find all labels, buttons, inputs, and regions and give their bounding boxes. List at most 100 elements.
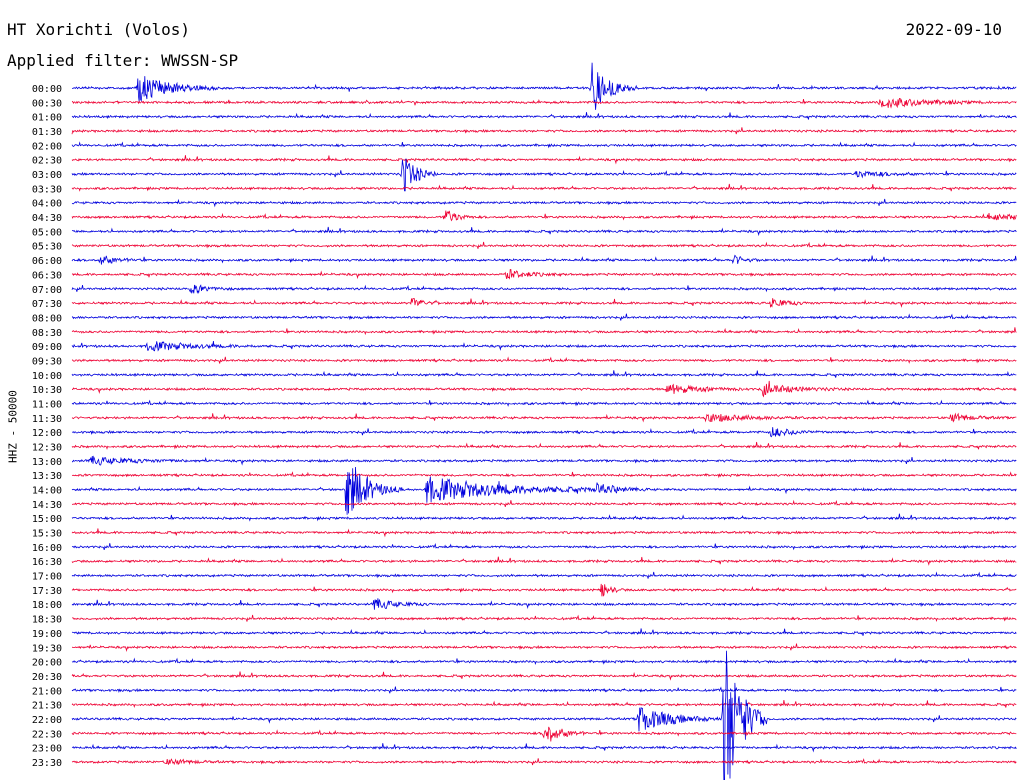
row-label-0630: 06:30 xyxy=(32,270,62,281)
row-label-0900: 09:00 xyxy=(32,342,62,353)
record-date: 2022-09-10 xyxy=(905,20,1002,39)
trace-1900 xyxy=(71,628,1017,636)
trace-0000 xyxy=(71,62,1017,110)
row-label-1300: 13:00 xyxy=(32,457,62,468)
trace-2000 xyxy=(71,657,1017,665)
row-label-0830: 08:30 xyxy=(32,328,62,339)
row-label-1930: 19:30 xyxy=(32,643,62,654)
trace-0530 xyxy=(71,241,1017,249)
trace-0700 xyxy=(71,284,1017,294)
row-label-2230: 22:30 xyxy=(32,729,62,740)
row-label-0300: 03:00 xyxy=(32,170,62,181)
trace-1800 xyxy=(71,598,1017,610)
row-label-0800: 08:00 xyxy=(32,313,62,324)
row-label-0000: 00:00 xyxy=(32,84,62,95)
trace-1030 xyxy=(71,380,1017,398)
row-label-1600: 16:00 xyxy=(32,543,62,554)
row-label-0230: 02:30 xyxy=(32,156,62,167)
trace-2330 xyxy=(71,758,1017,766)
trace-2230 xyxy=(71,726,1017,742)
row-label-1400: 14:00 xyxy=(32,486,62,497)
row-label-1830: 18:30 xyxy=(32,615,62,626)
trace-0900 xyxy=(71,341,1017,352)
row-label-1530: 15:30 xyxy=(32,529,62,540)
trace-1930 xyxy=(71,643,1017,653)
trace-0930 xyxy=(71,356,1017,364)
trace-1330 xyxy=(71,471,1017,479)
trace-1130 xyxy=(71,412,1017,423)
trace-2100 xyxy=(71,686,1017,694)
trace-1400 xyxy=(71,466,1017,515)
trace-1100 xyxy=(71,399,1017,407)
row-label-0730: 07:30 xyxy=(32,299,62,310)
row-label-1000: 10:00 xyxy=(32,371,62,382)
row-label-1330: 13:30 xyxy=(32,471,62,482)
row-label-0100: 01:00 xyxy=(32,113,62,124)
trace-0100 xyxy=(71,112,1017,120)
trace-1700 xyxy=(71,571,1017,579)
row-label-0600: 06:00 xyxy=(32,256,62,267)
row-label-1430: 14:30 xyxy=(32,500,62,511)
row-label-1730: 17:30 xyxy=(32,586,62,597)
trace-0630 xyxy=(71,269,1017,280)
row-label-1500: 15:00 xyxy=(32,514,62,525)
row-label-0130: 01:30 xyxy=(32,127,62,138)
trace-1730 xyxy=(71,583,1017,597)
row-label-0030: 00:30 xyxy=(32,98,62,109)
station-title: HT Xorichti (Volos) xyxy=(7,20,191,39)
row-label-0330: 03:30 xyxy=(32,184,62,195)
trace-1000 xyxy=(71,370,1017,378)
row-label-0400: 04:00 xyxy=(32,199,62,210)
row-label-0930: 09:30 xyxy=(32,356,62,367)
trace-1200 xyxy=(71,427,1017,438)
trace-1300 xyxy=(71,455,1017,466)
row-label-2200: 22:00 xyxy=(32,715,62,726)
trace-0200 xyxy=(71,141,1017,149)
trace-0800 xyxy=(71,313,1017,321)
trace-2200 xyxy=(71,650,1017,780)
row-label-1230: 12:30 xyxy=(32,443,62,454)
trace-2300 xyxy=(71,743,1017,753)
row-label-1200: 12:00 xyxy=(32,428,62,439)
trace-0830 xyxy=(71,327,1017,336)
row-label-1900: 19:00 xyxy=(32,629,62,640)
row-label-2300: 23:00 xyxy=(32,744,62,755)
row-label-1030: 10:30 xyxy=(32,385,62,396)
filter-label: Applied filter: WWSSN-SP xyxy=(7,51,239,70)
row-label-1700: 17:00 xyxy=(32,572,62,583)
row-label-0200: 02:00 xyxy=(32,141,62,152)
trace-1600 xyxy=(71,542,1017,551)
trace-0230 xyxy=(71,155,1017,165)
trace-1830 xyxy=(72,614,1017,622)
trace-0130 xyxy=(71,127,1017,135)
trace-2030 xyxy=(71,671,1017,681)
trace-0330 xyxy=(71,183,1017,192)
trace-0500 xyxy=(71,226,1017,237)
trace-0730 xyxy=(71,298,1017,308)
row-label-2000: 20:00 xyxy=(32,658,62,669)
trace-0600 xyxy=(71,254,1017,265)
row-label-0500: 05:00 xyxy=(32,227,62,238)
row-label-2030: 20:30 xyxy=(32,672,62,683)
trace-0300 xyxy=(71,158,1017,192)
row-label-1800: 18:00 xyxy=(32,600,62,611)
row-label-2330: 23:30 xyxy=(32,758,62,769)
trace-2130 xyxy=(71,700,1017,708)
row-label-0700: 07:00 xyxy=(32,285,62,296)
trace-1500 xyxy=(71,513,1017,522)
trace-0030 xyxy=(71,97,1017,109)
trace-1430 xyxy=(71,499,1017,508)
trace-0430 xyxy=(71,210,1017,222)
trace-1630 xyxy=(71,556,1017,566)
row-label-1130: 11:30 xyxy=(32,414,62,425)
row-label-0530: 05:30 xyxy=(32,242,62,253)
trace-0400 xyxy=(71,198,1017,208)
trace-1530 xyxy=(71,528,1017,538)
row-label-1100: 11:00 xyxy=(32,399,62,410)
row-label-2100: 21:00 xyxy=(32,686,62,697)
row-label-1630: 16:30 xyxy=(32,557,62,568)
row-label-0430: 04:30 xyxy=(32,213,62,224)
trace-1230 xyxy=(71,441,1017,450)
row-label-2130: 21:30 xyxy=(32,701,62,712)
